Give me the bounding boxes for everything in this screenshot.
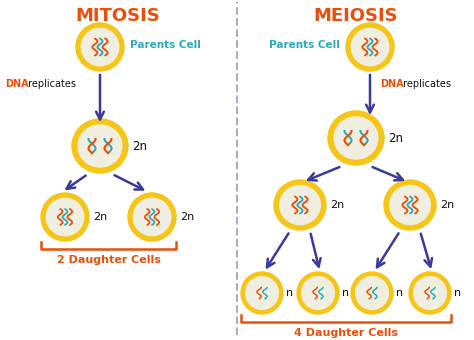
Ellipse shape [356, 277, 388, 309]
Ellipse shape [81, 28, 118, 66]
Text: replicates: replicates [25, 79, 76, 89]
Ellipse shape [414, 277, 447, 309]
Ellipse shape [346, 23, 394, 71]
Text: Parents Cell: Parents Cell [269, 40, 340, 50]
Ellipse shape [46, 198, 84, 236]
Text: 2n: 2n [132, 139, 147, 153]
Text: 2n: 2n [440, 200, 454, 210]
Text: n: n [396, 288, 403, 298]
Ellipse shape [72, 119, 128, 173]
Text: n: n [454, 288, 461, 298]
Ellipse shape [351, 28, 389, 66]
Text: 2n: 2n [180, 212, 194, 222]
Text: 2n: 2n [330, 200, 344, 210]
Ellipse shape [274, 180, 326, 230]
Text: DNA: DNA [380, 79, 404, 89]
Text: Parents Cell: Parents Cell [130, 40, 201, 50]
Text: 2 Daughter Cells: 2 Daughter Cells [56, 255, 160, 265]
Ellipse shape [246, 277, 278, 309]
Ellipse shape [78, 125, 122, 167]
Ellipse shape [280, 186, 320, 224]
Ellipse shape [241, 272, 283, 314]
Ellipse shape [390, 186, 430, 224]
Ellipse shape [76, 23, 124, 71]
Text: MITOSIS: MITOSIS [76, 7, 160, 25]
Ellipse shape [41, 193, 89, 241]
Ellipse shape [133, 198, 171, 236]
Text: 4 Daughter Cells: 4 Daughter Cells [294, 328, 398, 338]
Ellipse shape [384, 180, 436, 230]
Text: replicates: replicates [400, 79, 451, 89]
Ellipse shape [128, 193, 176, 241]
Text: 2n: 2n [93, 212, 107, 222]
Text: 2n: 2n [388, 132, 403, 144]
Ellipse shape [297, 272, 339, 314]
Ellipse shape [409, 272, 451, 314]
Ellipse shape [351, 272, 393, 314]
Text: n: n [342, 288, 349, 298]
Ellipse shape [334, 117, 378, 159]
Text: DNA: DNA [5, 79, 28, 89]
Ellipse shape [328, 111, 384, 165]
Ellipse shape [301, 277, 334, 309]
Text: MEIOSIS: MEIOSIS [314, 7, 398, 25]
Text: n: n [286, 288, 293, 298]
